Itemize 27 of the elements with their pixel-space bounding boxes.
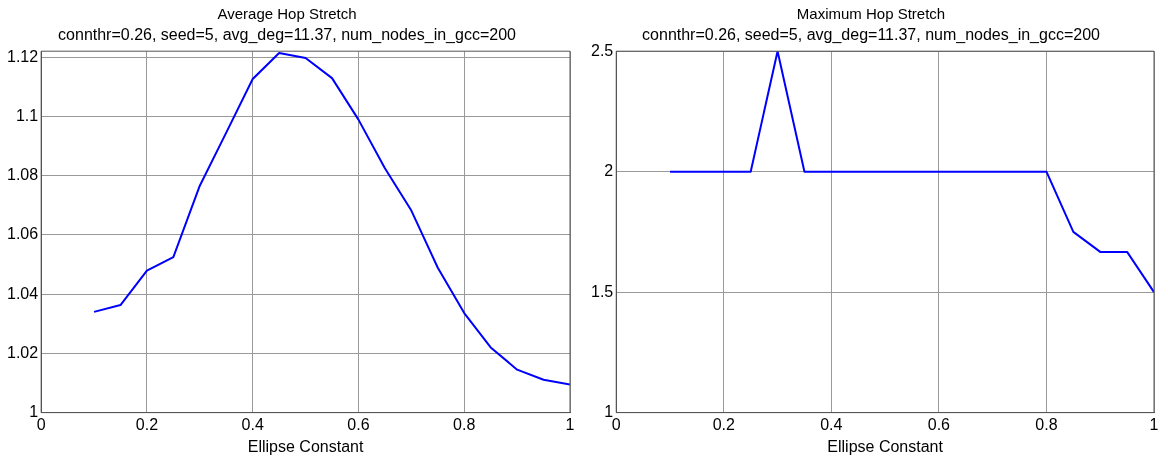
y-tick-label: 1 xyxy=(604,403,614,421)
y-tick-label: 2.5 xyxy=(590,41,614,59)
x-axis-title: Ellipse Constant xyxy=(827,437,944,455)
x-tick-label: 0.4 xyxy=(820,415,843,433)
y-tick-label: 1.04 xyxy=(7,284,39,302)
x-tick-label: 0.6 xyxy=(927,415,951,433)
y-tick-label: 1.08 xyxy=(7,166,39,184)
x-tick-label: 0.2 xyxy=(135,415,159,433)
x-tick-label: 0.8 xyxy=(1035,415,1058,433)
chart-title: Average Hop Stretch xyxy=(217,5,357,23)
x-tick-label: 1 xyxy=(1149,415,1159,433)
y-tick-label: 1.1 xyxy=(15,106,39,124)
y-tick-label: 1.02 xyxy=(7,343,39,361)
y-tick-label: 1 xyxy=(29,403,39,421)
x-tick-label: 1 xyxy=(565,415,575,433)
x-axis-title: Ellipse Constant xyxy=(247,437,364,455)
chart-subtitle: connthr=0.26, seed=5, avg_deg=11.37, num_nodes_in_gcc=200 xyxy=(58,26,517,45)
chart-subtitle: connthr=0.26, seed=5, avg_deg=11.37, num_nodes_in_gcc=200 xyxy=(642,26,1101,45)
y-tick-label: 2 xyxy=(604,162,614,180)
chart-title: Maximum Hop Stretch xyxy=(796,5,946,23)
x-tick-label: 0.8 xyxy=(453,415,476,433)
x-tick-label: 0.2 xyxy=(712,415,736,433)
x-tick-label: 0.4 xyxy=(241,415,264,433)
x-tick-label: 0.6 xyxy=(347,415,370,433)
y-tick-label: 1.5 xyxy=(590,282,614,300)
y-tick-label: 1.06 xyxy=(7,225,39,243)
y-tick-label: 1.12 xyxy=(7,47,39,65)
